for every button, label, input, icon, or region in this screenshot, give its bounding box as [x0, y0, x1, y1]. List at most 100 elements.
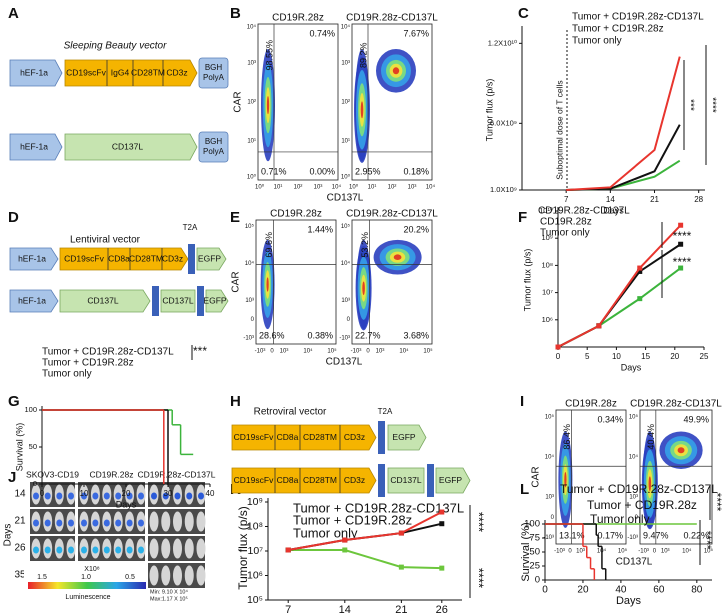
x-tick-label: 0	[568, 549, 572, 555]
column-label: CD19R.28z-CD137L	[138, 469, 216, 479]
x-tick-label: -10³	[638, 549, 649, 555]
y-tick-label: 10³	[545, 495, 554, 501]
x-tick-label: 15	[641, 352, 650, 361]
quadrant-label: 13.1%	[559, 530, 585, 540]
vector-element	[387, 467, 425, 494]
mouse	[196, 511, 206, 532]
annotation: Suboptimal dose of T cells	[554, 80, 564, 179]
segment-label: CD3z	[344, 432, 365, 442]
y-tick-label: 10⁹	[541, 233, 553, 242]
signal	[81, 519, 87, 527]
vector-element	[205, 289, 229, 313]
flow-title: CD19R.28z	[272, 13, 324, 24]
axis-label: Days	[616, 595, 642, 607]
quadrant-label: 0.18%	[403, 166, 429, 176]
y-tick-label: 10³	[245, 298, 254, 304]
series-marker	[439, 509, 445, 515]
scale-unit: X10⁸	[84, 566, 99, 573]
signal	[56, 492, 63, 500]
segment-label: CD28TM	[303, 475, 337, 485]
y-tick-label: 10³	[341, 298, 350, 304]
segment-label: CD137L	[390, 475, 421, 485]
y-tick-label: 10³	[247, 61, 256, 67]
quadrant-label: 0.71%	[261, 166, 287, 176]
y-tick-label: 10³	[629, 495, 638, 501]
axis-label: Tumor flux (p/s)	[522, 249, 532, 312]
segment-label: hEF-1a	[18, 253, 46, 263]
y-tick-label: -10³	[627, 535, 638, 541]
signal	[44, 546, 51, 554]
x-tick-label: -10³	[255, 349, 266, 355]
y-tick-label: 10⁰	[341, 173, 351, 180]
flow-title: CD19R.28z	[565, 399, 617, 410]
segment-label: CD19scFv	[234, 475, 274, 485]
signal	[33, 492, 39, 500]
quadrant-label: 0.74%	[309, 28, 335, 38]
scale-tick: 1.5	[37, 574, 47, 581]
legend-label: CD19R.28z-CD137L	[538, 206, 630, 217]
y-tick-label: 10⁵	[629, 413, 639, 420]
series-line	[566, 159, 681, 191]
axis-label: Days	[116, 499, 137, 509]
annotation: ****	[472, 568, 487, 588]
mouse	[184, 511, 194, 532]
y-tick-label: -10³	[243, 335, 254, 341]
annotation: ****	[706, 97, 717, 113]
flow-title: CD19R.28z-CD137L	[346, 13, 438, 24]
t2a-bar	[197, 286, 204, 316]
panel-letter: D	[8, 209, 19, 226]
legend-label: Tumor + CD19R.28z	[572, 24, 664, 35]
quadrant-label: 89.2%	[358, 42, 368, 68]
y-tick-label: 75	[529, 533, 540, 544]
x-tick-label: 30	[164, 489, 173, 498]
y-tick-label: 0	[251, 317, 255, 323]
vector-element	[59, 289, 151, 313]
quadrant-label: 40.4%	[646, 424, 656, 450]
y-tick-label: 10²	[247, 100, 256, 106]
y-tick-label: 10⁴	[341, 24, 351, 31]
series-line	[566, 56, 681, 191]
legend-label: Tumor + CD19R.28z-CD137L	[293, 500, 464, 515]
segment-label: CD19scFv	[64, 253, 104, 263]
series-marker	[637, 265, 643, 271]
density-blob	[393, 254, 402, 260]
series-marker	[398, 530, 404, 536]
signal	[44, 519, 51, 527]
series-marker	[678, 222, 684, 228]
signal	[115, 546, 122, 554]
series-marker	[342, 547, 348, 553]
terminator	[198, 131, 229, 163]
y-tick-label: 0	[551, 515, 555, 521]
scale-max: Max:1.17 X 10⁵	[150, 595, 188, 602]
annotation: ****	[673, 255, 692, 269]
vector-element	[59, 247, 189, 271]
series-marker	[637, 268, 643, 274]
x-tick-label: 10⁰	[349, 184, 359, 191]
axis-label: CAR	[531, 466, 542, 487]
x-tick-label: 40	[615, 585, 627, 596]
y-tick-label: 10⁶	[542, 315, 553, 324]
series-marker	[439, 565, 445, 571]
y-tick-label: 10⁷	[248, 545, 264, 557]
segment-label: EGFP	[198, 253, 221, 263]
y-tick-label: 10⁶	[247, 569, 263, 581]
vector-element	[387, 424, 427, 451]
vector-element	[64, 133, 198, 161]
y-tick-label: 10¹	[341, 139, 350, 145]
t2a-bar	[427, 464, 434, 497]
x-tick-label: 10	[612, 352, 621, 361]
x-tick-label: 10¹	[368, 185, 377, 191]
series-marker	[678, 265, 684, 271]
signal	[103, 492, 110, 500]
x-tick-label: 0	[270, 349, 274, 355]
x-tick-label: 0	[653, 549, 657, 555]
t2a-label: T2A	[183, 223, 198, 232]
quadrant-label: 98.55%	[264, 40, 274, 71]
series-marker	[637, 296, 643, 302]
x-tick-label: 14	[339, 604, 351, 614]
signal	[68, 492, 74, 500]
terminator-label: PolyA	[203, 73, 225, 82]
x-tick-label: 10⁴	[303, 348, 313, 355]
y-tick-label: 10²	[341, 100, 350, 106]
signal	[126, 546, 133, 554]
